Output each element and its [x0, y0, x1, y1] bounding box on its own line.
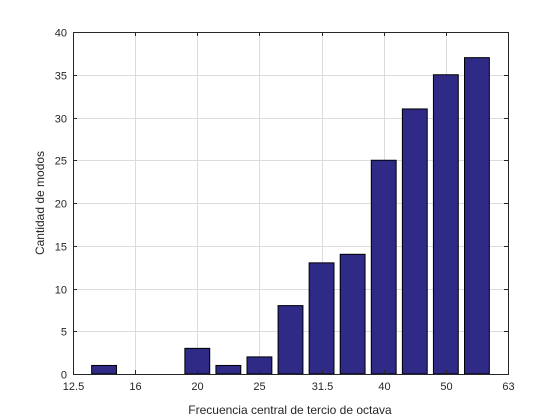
x-tick-label: 25 — [253, 381, 265, 393]
bar-50 — [433, 75, 458, 374]
y-tick-label: 0 — [61, 370, 67, 382]
bar-40 — [371, 160, 396, 374]
y-tick-label: 15 — [55, 242, 67, 254]
y-tick-label: 5 — [61, 327, 67, 339]
bar-28 — [278, 306, 303, 374]
y-tick-label: 25 — [55, 156, 67, 168]
x-tick-label: 40 — [378, 381, 390, 393]
y-axis-title: Cantidad de modos — [33, 151, 47, 255]
bar-22 — [216, 365, 241, 374]
x-tick-label: 12.5 — [63, 381, 84, 393]
bar-56 — [465, 58, 490, 374]
x-tick-label: 20 — [191, 381, 203, 393]
bar-35.5 — [340, 254, 365, 374]
bars — [92, 58, 490, 374]
x-tick-label: 50 — [440, 381, 452, 393]
bar-45 — [402, 109, 427, 374]
y-tick-label: 40 — [55, 28, 67, 40]
bar-31.5 — [309, 263, 334, 374]
y-tick-label: 30 — [55, 114, 67, 126]
x-tick-label: 16 — [129, 381, 141, 393]
x-tick-label: 31.5 — [312, 381, 333, 393]
y-tick-label: 10 — [55, 285, 67, 297]
x-axis-title: Frecuencia central de tercio de octava — [188, 403, 392, 417]
y-tick-label: 20 — [55, 199, 67, 211]
x-tick-label: 63 — [502, 381, 514, 393]
bar-14 — [92, 365, 117, 374]
y-tick-label: 35 — [55, 71, 67, 83]
